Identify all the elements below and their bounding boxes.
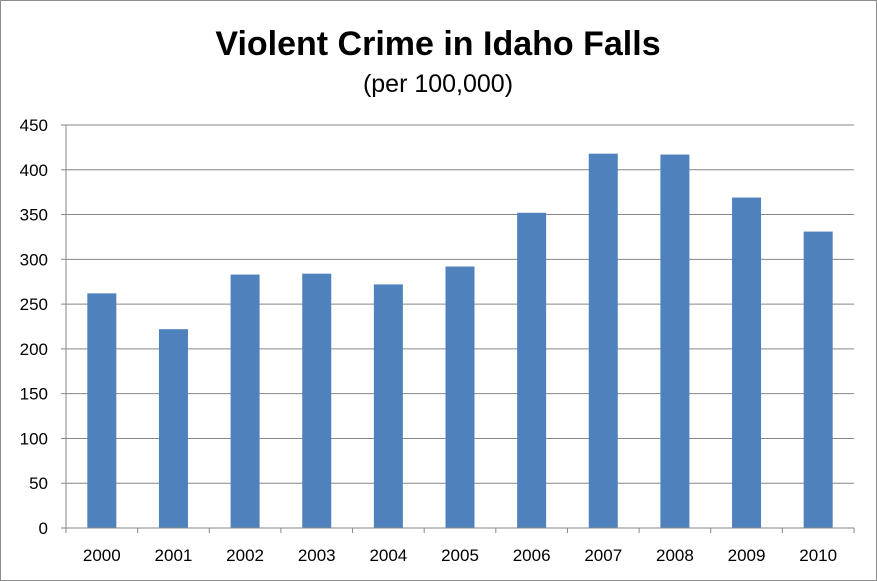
y-tick-label: 150 bbox=[20, 385, 48, 404]
x-tick-labels: 2000 2001 2002 2003 2004 2005 2006 2007 2008 2009… bbox=[83, 546, 837, 565]
x-tick-label: 2006 bbox=[513, 546, 551, 565]
chart-subtitle: (per 100,000) bbox=[363, 70, 513, 98]
bar-2007 bbox=[588, 153, 618, 528]
bar-layer bbox=[87, 153, 833, 529]
bar-2009 bbox=[732, 197, 762, 529]
x-tick-label: 2001 bbox=[155, 546, 193, 565]
x-tick-label: 2008 bbox=[656, 546, 694, 565]
x-tick-label: 2003 bbox=[298, 546, 336, 565]
y-tick-label: 350 bbox=[20, 206, 48, 225]
bar-2003 bbox=[302, 273, 332, 528]
y-tick-label: 200 bbox=[20, 340, 48, 359]
x-tick-label: 2002 bbox=[226, 546, 264, 565]
y-tick-label: 0 bbox=[39, 519, 48, 538]
x-tick-label: 2010 bbox=[799, 546, 837, 565]
y-tick-label: 100 bbox=[20, 429, 48, 448]
bar-2008 bbox=[660, 154, 690, 528]
y-tick-label: 400 bbox=[20, 161, 48, 180]
y-tick-label: 50 bbox=[29, 474, 48, 493]
bar-2006 bbox=[517, 212, 547, 528]
bar-2005 bbox=[445, 266, 475, 528]
x-tick-label: 2000 bbox=[83, 546, 121, 565]
bar-2000 bbox=[87, 293, 117, 528]
bar-2002 bbox=[230, 274, 260, 528]
chart-title: Violent Crime in Idaho Falls bbox=[215, 25, 660, 63]
y-tick-labels: 0 50 100 150 200 250 300 350 400 450 bbox=[20, 116, 48, 538]
y-tick-label: 450 bbox=[20, 116, 48, 135]
x-tick-label: 2004 bbox=[369, 546, 407, 565]
bar-2004 bbox=[373, 284, 403, 528]
axis-layer bbox=[61, 124, 855, 533]
bar-2001 bbox=[158, 329, 188, 528]
y-tick-label: 300 bbox=[20, 250, 48, 269]
y-tick-label: 250 bbox=[20, 295, 48, 314]
x-tick-label: 2005 bbox=[441, 546, 479, 565]
x-tick-label: 2007 bbox=[584, 546, 622, 565]
x-tick-label: 2009 bbox=[728, 546, 766, 565]
bar-2010 bbox=[803, 231, 833, 528]
